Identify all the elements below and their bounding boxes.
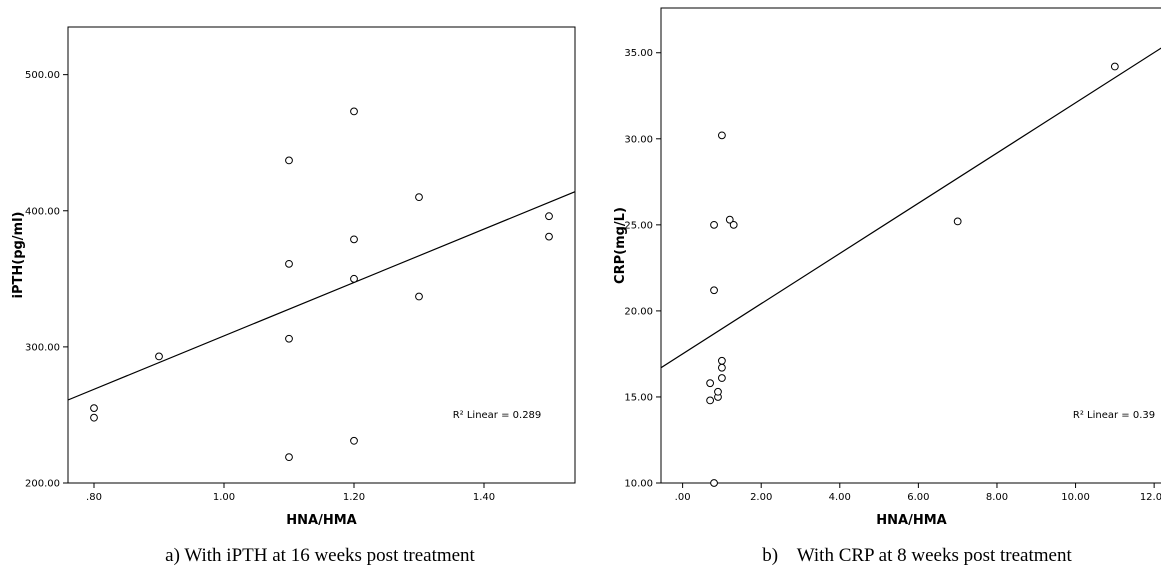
y-tick-label: 20.00 [624, 306, 653, 317]
y-tick-label: 30.00 [624, 134, 653, 145]
data-point [415, 193, 423, 202]
data-point [718, 374, 726, 382]
data-point [350, 436, 358, 445]
data-point [1110, 62, 1119, 71]
data-point [725, 215, 734, 224]
x-tick-label: 1.00 [213, 492, 235, 503]
y-tick-label: 400.00 [25, 206, 60, 217]
y-tick-label: 25.00 [624, 220, 653, 231]
r-squared-annotation: R² Linear = 0.289 [453, 410, 542, 421]
y-tick-label: 10.00 [624, 479, 653, 490]
regression-line [661, 47, 1161, 369]
data-point [285, 334, 293, 343]
x-tick-label: 10.00 [1061, 492, 1090, 503]
data-point [285, 259, 293, 268]
data-point [710, 479, 718, 487]
data-point [350, 235, 358, 244]
data-point [155, 352, 163, 361]
data-point [545, 212, 553, 221]
regression-line [68, 191, 575, 401]
data-point [718, 363, 726, 372]
y-tick-label: 500.00 [25, 70, 60, 81]
panel-a-ipth-scatter: 200.00 300.00 400.00 500.00 .80 1.00 1.20 1.40 H… [11, 26, 576, 566]
data-point [285, 156, 293, 165]
data-point [718, 356, 726, 365]
panel-caption: b) With CRP at 8 weeks post treatment [762, 545, 1072, 566]
data-point [953, 217, 962, 226]
data-point [545, 232, 553, 241]
data-point [710, 220, 718, 229]
data-point [285, 453, 293, 462]
data-point [706, 396, 715, 405]
data-point [90, 404, 98, 413]
panel-caption: a) With iPTH at 16 weeks post treatment [165, 545, 475, 566]
panel-b-crp-scatter: 10.00 15.00 20.00 25.00 30.00 35.00 .00 2.00 4.0… [613, 7, 1161, 566]
data-point [729, 220, 738, 229]
data-point [415, 292, 423, 301]
y-tick-label: 15.00 [624, 392, 653, 403]
y-tick-label: 35.00 [624, 48, 653, 59]
x-tick-label: 1.20 [343, 492, 365, 503]
x-tick-label: 4.00 [829, 492, 851, 503]
data-point [350, 107, 358, 116]
data-point [714, 387, 722, 396]
x-tick-label: .00 [675, 492, 691, 503]
x-tick-label: .80 [86, 492, 102, 503]
x-axis-title: HNA/HMA [876, 513, 946, 528]
x-tick-label: 2.00 [750, 492, 772, 503]
y-axis-title: iPTH(pg/ml) [11, 212, 26, 299]
x-axis-title: HNA/HMA [286, 513, 356, 528]
y-tick-label: 200.00 [25, 479, 60, 490]
data-point [350, 274, 358, 283]
x-tick-label: 12.00 [1140, 492, 1161, 503]
r-squared-annotation: R² Linear = 0.39 [1073, 410, 1155, 421]
data-point [718, 131, 726, 140]
data-point [710, 286, 718, 295]
x-tick-label: 1.40 [473, 492, 495, 503]
data-point [706, 379, 715, 388]
x-tick-label: 6.00 [907, 492, 929, 503]
data-point [90, 413, 98, 422]
y-axis-title: CRP(mg/L) [613, 207, 628, 284]
y-tick-label: 300.00 [25, 342, 60, 353]
x-tick-label: 8.00 [986, 492, 1008, 503]
plot-frame [660, 7, 1161, 484]
plot-frame [67, 26, 576, 484]
